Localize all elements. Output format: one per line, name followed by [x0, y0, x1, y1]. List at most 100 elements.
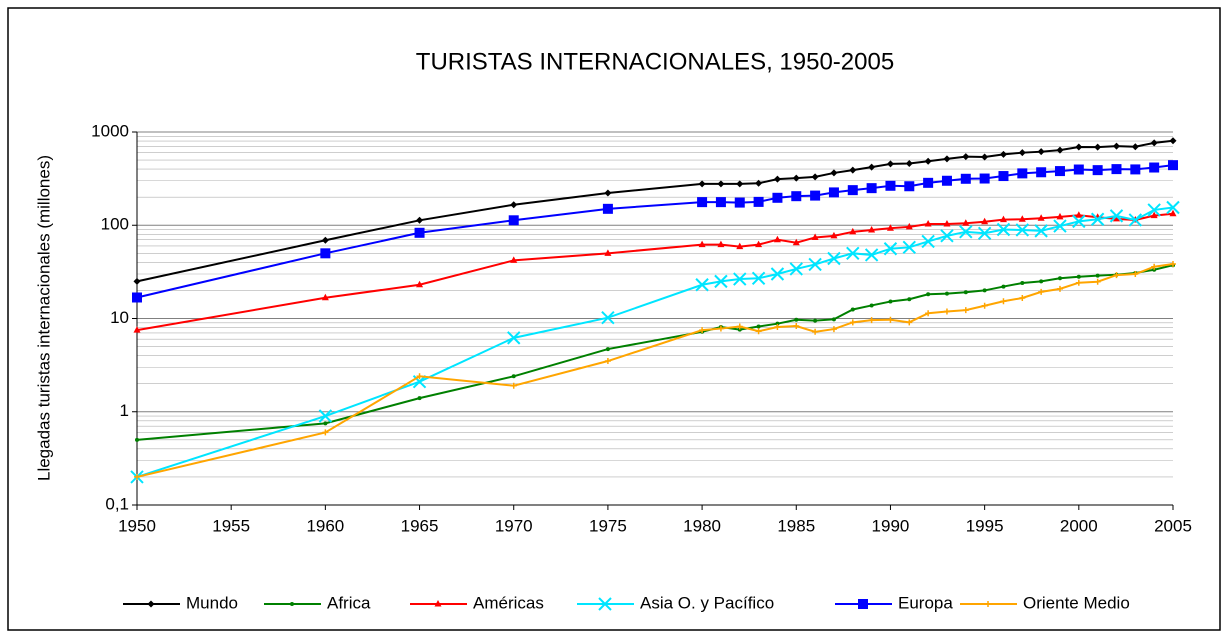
marker [134, 473, 140, 480]
marker [434, 600, 442, 607]
marker [753, 196, 764, 207]
marker [751, 271, 766, 285]
marker [605, 347, 610, 352]
marker [1018, 215, 1026, 222]
marker [999, 150, 1007, 158]
marker [133, 277, 141, 285]
marker [940, 229, 954, 243]
marker [869, 303, 874, 308]
marker [789, 262, 803, 276]
marker [1132, 271, 1139, 278]
y-tick-label: 100 [101, 215, 129, 234]
marker [416, 373, 423, 380]
marker [699, 327, 706, 334]
marker [868, 317, 875, 324]
marker [775, 321, 780, 326]
marker [812, 328, 819, 335]
y-tick-label: 10 [110, 308, 129, 327]
marker [830, 326, 837, 333]
marker [888, 299, 893, 304]
marker [736, 323, 743, 330]
marker [604, 189, 612, 197]
marker [321, 293, 329, 301]
marker [791, 191, 802, 202]
marker [808, 257, 822, 272]
marker [1112, 142, 1120, 150]
marker [604, 358, 611, 365]
marker [810, 190, 821, 201]
marker [813, 318, 818, 323]
marker [904, 181, 915, 192]
marker [714, 274, 728, 289]
marker [963, 290, 968, 295]
marker [941, 175, 952, 186]
marker [1019, 294, 1026, 301]
marker [774, 324, 781, 331]
marker [290, 602, 294, 606]
marker [507, 331, 521, 345]
marker [981, 217, 989, 225]
marker [907, 297, 912, 302]
marker [755, 240, 763, 248]
marker [510, 256, 518, 263]
legend-label: Américas [473, 593, 544, 612]
marker [982, 288, 987, 293]
marker [1056, 146, 1064, 154]
marker [320, 248, 331, 259]
marker [943, 308, 950, 315]
marker [847, 185, 858, 196]
y-tick-label: 1000 [91, 121, 129, 140]
y-tick-label: 1 [120, 401, 129, 420]
marker [868, 225, 876, 233]
marker [717, 180, 725, 188]
marker [905, 159, 913, 167]
marker [1131, 143, 1139, 151]
marker [831, 317, 836, 322]
marker [924, 157, 932, 165]
marker [850, 307, 855, 312]
marker [902, 240, 916, 255]
marker [717, 240, 725, 248]
marker [1092, 165, 1103, 176]
marker [1075, 211, 1083, 218]
marker [979, 173, 990, 184]
marker [1109, 209, 1124, 223]
marker [943, 220, 951, 227]
marker [135, 437, 139, 442]
marker [977, 226, 992, 240]
marker [733, 272, 747, 286]
marker [510, 382, 517, 389]
x-tick-label: 1970 [495, 516, 533, 535]
marker [510, 201, 518, 209]
marker [147, 600, 155, 608]
marker [885, 180, 896, 191]
marker [1075, 143, 1083, 151]
x-tick-label: 1995 [966, 516, 1004, 535]
marker [1053, 219, 1067, 233]
marker [417, 396, 422, 401]
marker [906, 319, 913, 326]
legend-label: Africa [327, 593, 371, 612]
x-tick-label: 1955 [212, 516, 250, 535]
x-tick-label: 1980 [683, 516, 721, 535]
marker [697, 197, 708, 208]
marker [1112, 214, 1120, 222]
marker [755, 328, 762, 335]
marker [999, 215, 1007, 223]
marker [698, 240, 706, 248]
marker [866, 183, 877, 194]
marker [736, 180, 744, 188]
marker [1094, 278, 1101, 285]
marker [792, 174, 800, 182]
marker [1073, 164, 1084, 175]
marker [1170, 261, 1176, 268]
marker [601, 310, 615, 325]
marker [1020, 281, 1025, 286]
marker [794, 317, 799, 322]
x-tick-label: 2000 [1060, 516, 1098, 535]
marker [598, 597, 612, 611]
marker [1056, 212, 1064, 220]
marker [1152, 267, 1157, 272]
legend-label: Oriente Medio [1023, 593, 1130, 612]
